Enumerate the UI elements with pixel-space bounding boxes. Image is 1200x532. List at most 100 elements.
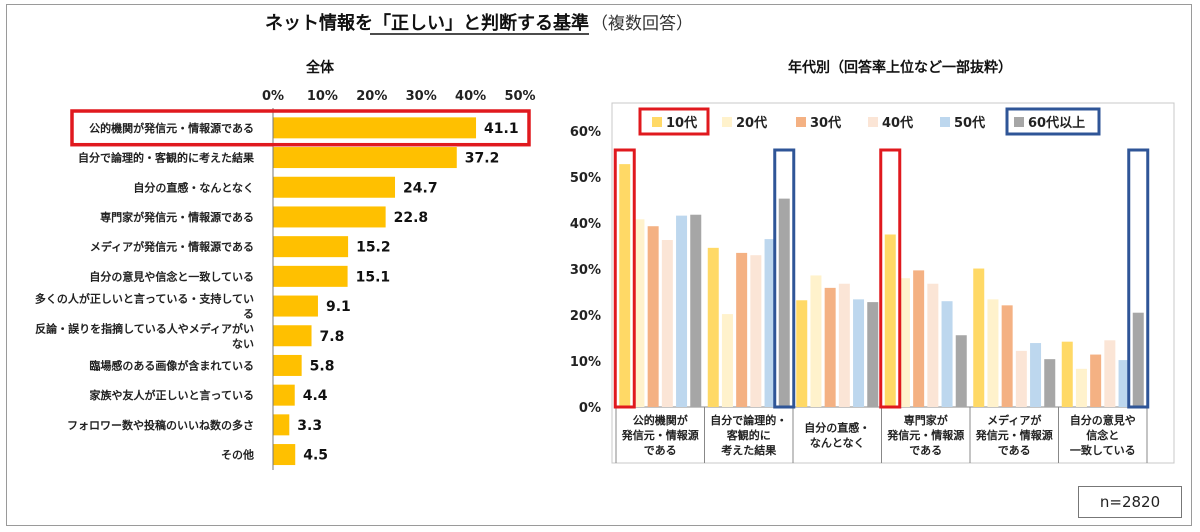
- age-bar: [973, 268, 985, 407]
- overall-category-label: フォロワー数や投稿のいいね数の多さ: [67, 418, 254, 432]
- age-category-label: である: [644, 444, 677, 457]
- overall-category-label: 自分で論理的・客観的に考えた結果: [78, 151, 254, 165]
- chart-title: ネット情報を「正しい」と判断する基準: [265, 12, 589, 34]
- age-category-label: 公的機関が: [633, 413, 688, 427]
- age-y-tick-label: 30%: [570, 263, 601, 278]
- age-bar: [1001, 305, 1013, 407]
- age-category-label: 考えた結果: [721, 443, 776, 457]
- age-y-tick-label: 20%: [570, 309, 601, 324]
- age-y-tick-label: 60%: [570, 125, 601, 140]
- overall-value-label: 3.3: [297, 418, 322, 434]
- age-category-label: メディアが: [987, 413, 1041, 427]
- age-category-label: 発信元・情報源: [886, 428, 964, 442]
- age-bar: [927, 283, 939, 407]
- age-category-label: 自分で論理的・: [710, 413, 787, 427]
- overall-x-tick-label: 0%: [262, 89, 284, 104]
- figure-frame: [6, 4, 1192, 526]
- overall-x-tick-label: 50%: [504, 89, 535, 104]
- age-y-tick-label: 40%: [570, 217, 601, 232]
- overall-value-label: 4.5: [303, 448, 328, 464]
- age-bar: [1118, 360, 1130, 407]
- age-bar: [884, 234, 896, 407]
- overall-x-tick-label: 10%: [307, 89, 338, 104]
- overall-x-tick-label: 30%: [406, 89, 437, 104]
- legend-highlight-red: [638, 107, 710, 136]
- overall-bar: [273, 384, 295, 406]
- age-bar: [764, 239, 776, 407]
- age-bar: [647, 226, 659, 407]
- overall-category-label: メディアが発信元・情報源である: [90, 240, 254, 254]
- overall-bar: [273, 147, 457, 169]
- chart-subtitle: （複数回答）: [591, 14, 693, 34]
- overall-x-tick-label: 40%: [455, 89, 486, 104]
- series-highlight-box: [879, 148, 902, 409]
- age-bar: [1015, 350, 1027, 407]
- series-highlight-box: [773, 148, 796, 409]
- overall-bar: [273, 444, 296, 466]
- overall-value-label: 37.2: [465, 151, 500, 167]
- age-group-chart-title: 年代別（回答率上位など一部抜粋）: [788, 59, 1012, 76]
- age-bar: [955, 335, 967, 407]
- overall-chart-title: 全体: [305, 59, 335, 76]
- age-bar: [1132, 312, 1144, 407]
- overall-category-label: 多くの人が正しいと言っている・支持してい: [35, 292, 254, 306]
- age-bar: [898, 278, 910, 407]
- age-bar: [913, 270, 925, 407]
- age-bar: [661, 240, 673, 407]
- overall-value-label: 41.1: [484, 121, 519, 137]
- age-bar: [619, 164, 631, 407]
- legend-label: 40代: [882, 115, 913, 131]
- age-bar: [838, 283, 850, 407]
- overall-category-label: ない: [232, 337, 254, 350]
- overall-value-label: 15.1: [356, 269, 391, 285]
- overall-x-tick-label: 20%: [356, 89, 387, 104]
- overall-category-label: 公的機関が発信元・情報源である: [89, 121, 254, 135]
- age-bar: [736, 252, 748, 407]
- legend-label: 10代: [666, 115, 697, 131]
- age-y-tick-label: 50%: [570, 171, 601, 186]
- overall-bar: [273, 354, 302, 376]
- overall-value-label: 4.4: [303, 388, 328, 404]
- age-bar: [1104, 340, 1116, 407]
- age-bar: [690, 214, 702, 407]
- overall-bar: [273, 265, 348, 287]
- series-highlight-box: [1127, 148, 1150, 409]
- legend-label: 20代: [736, 115, 767, 131]
- overall-category-label: る: [243, 308, 254, 321]
- age-bar: [810, 275, 822, 407]
- overall-value-label: 7.8: [320, 329, 345, 345]
- legend-highlight-blue: [1005, 107, 1101, 136]
- legend-swatch: [652, 117, 662, 127]
- sample-size-box: n=2820: [1078, 486, 1182, 518]
- age-group-chart: 年代別（回答率上位など一部抜粋） 0% 10% 20% 30% 40% 50% 60% 10…: [570, 59, 1175, 464]
- overall-bar: [273, 414, 290, 436]
- legend-label: 60代以上: [1028, 115, 1085, 131]
- age-category-label: 自分の意見や: [1070, 413, 1136, 427]
- age-category-label: 発信元・情報源: [621, 428, 699, 442]
- age-category-label: 信念と: [1086, 428, 1119, 442]
- age-category-label: 自分の直感・: [804, 421, 870, 435]
- overall-bar: [273, 176, 396, 198]
- overall-category-label: 自分の意見や信念と一致している: [89, 269, 254, 283]
- overall-bar: [273, 117, 477, 139]
- age-bar: [778, 198, 790, 407]
- overall-category-label: 家族や友人が正しいと言っている: [90, 388, 254, 402]
- age-category-label: 客観的に: [726, 428, 771, 442]
- age-bar: [1061, 341, 1073, 407]
- age-bar: [824, 287, 836, 407]
- legend-swatch: [1014, 117, 1024, 127]
- age-y-tick-label: 0%: [579, 401, 601, 416]
- overall-category-label: 臨場感のある画像が含まれている: [89, 358, 254, 372]
- overall-bar: [273, 236, 349, 258]
- legend-swatch: [796, 117, 806, 127]
- series-highlight-box: [613, 148, 636, 409]
- age-bar: [721, 314, 733, 407]
- overall-value-label: 24.7: [403, 180, 438, 196]
- overall-category-label: 自分の直感・なんとなく: [133, 180, 254, 194]
- age-bar: [867, 302, 879, 407]
- age-category-label: である: [909, 444, 942, 457]
- overall-value-label: 22.8: [394, 210, 429, 226]
- overall-bar: [273, 295, 318, 317]
- legend-swatch: [722, 117, 732, 127]
